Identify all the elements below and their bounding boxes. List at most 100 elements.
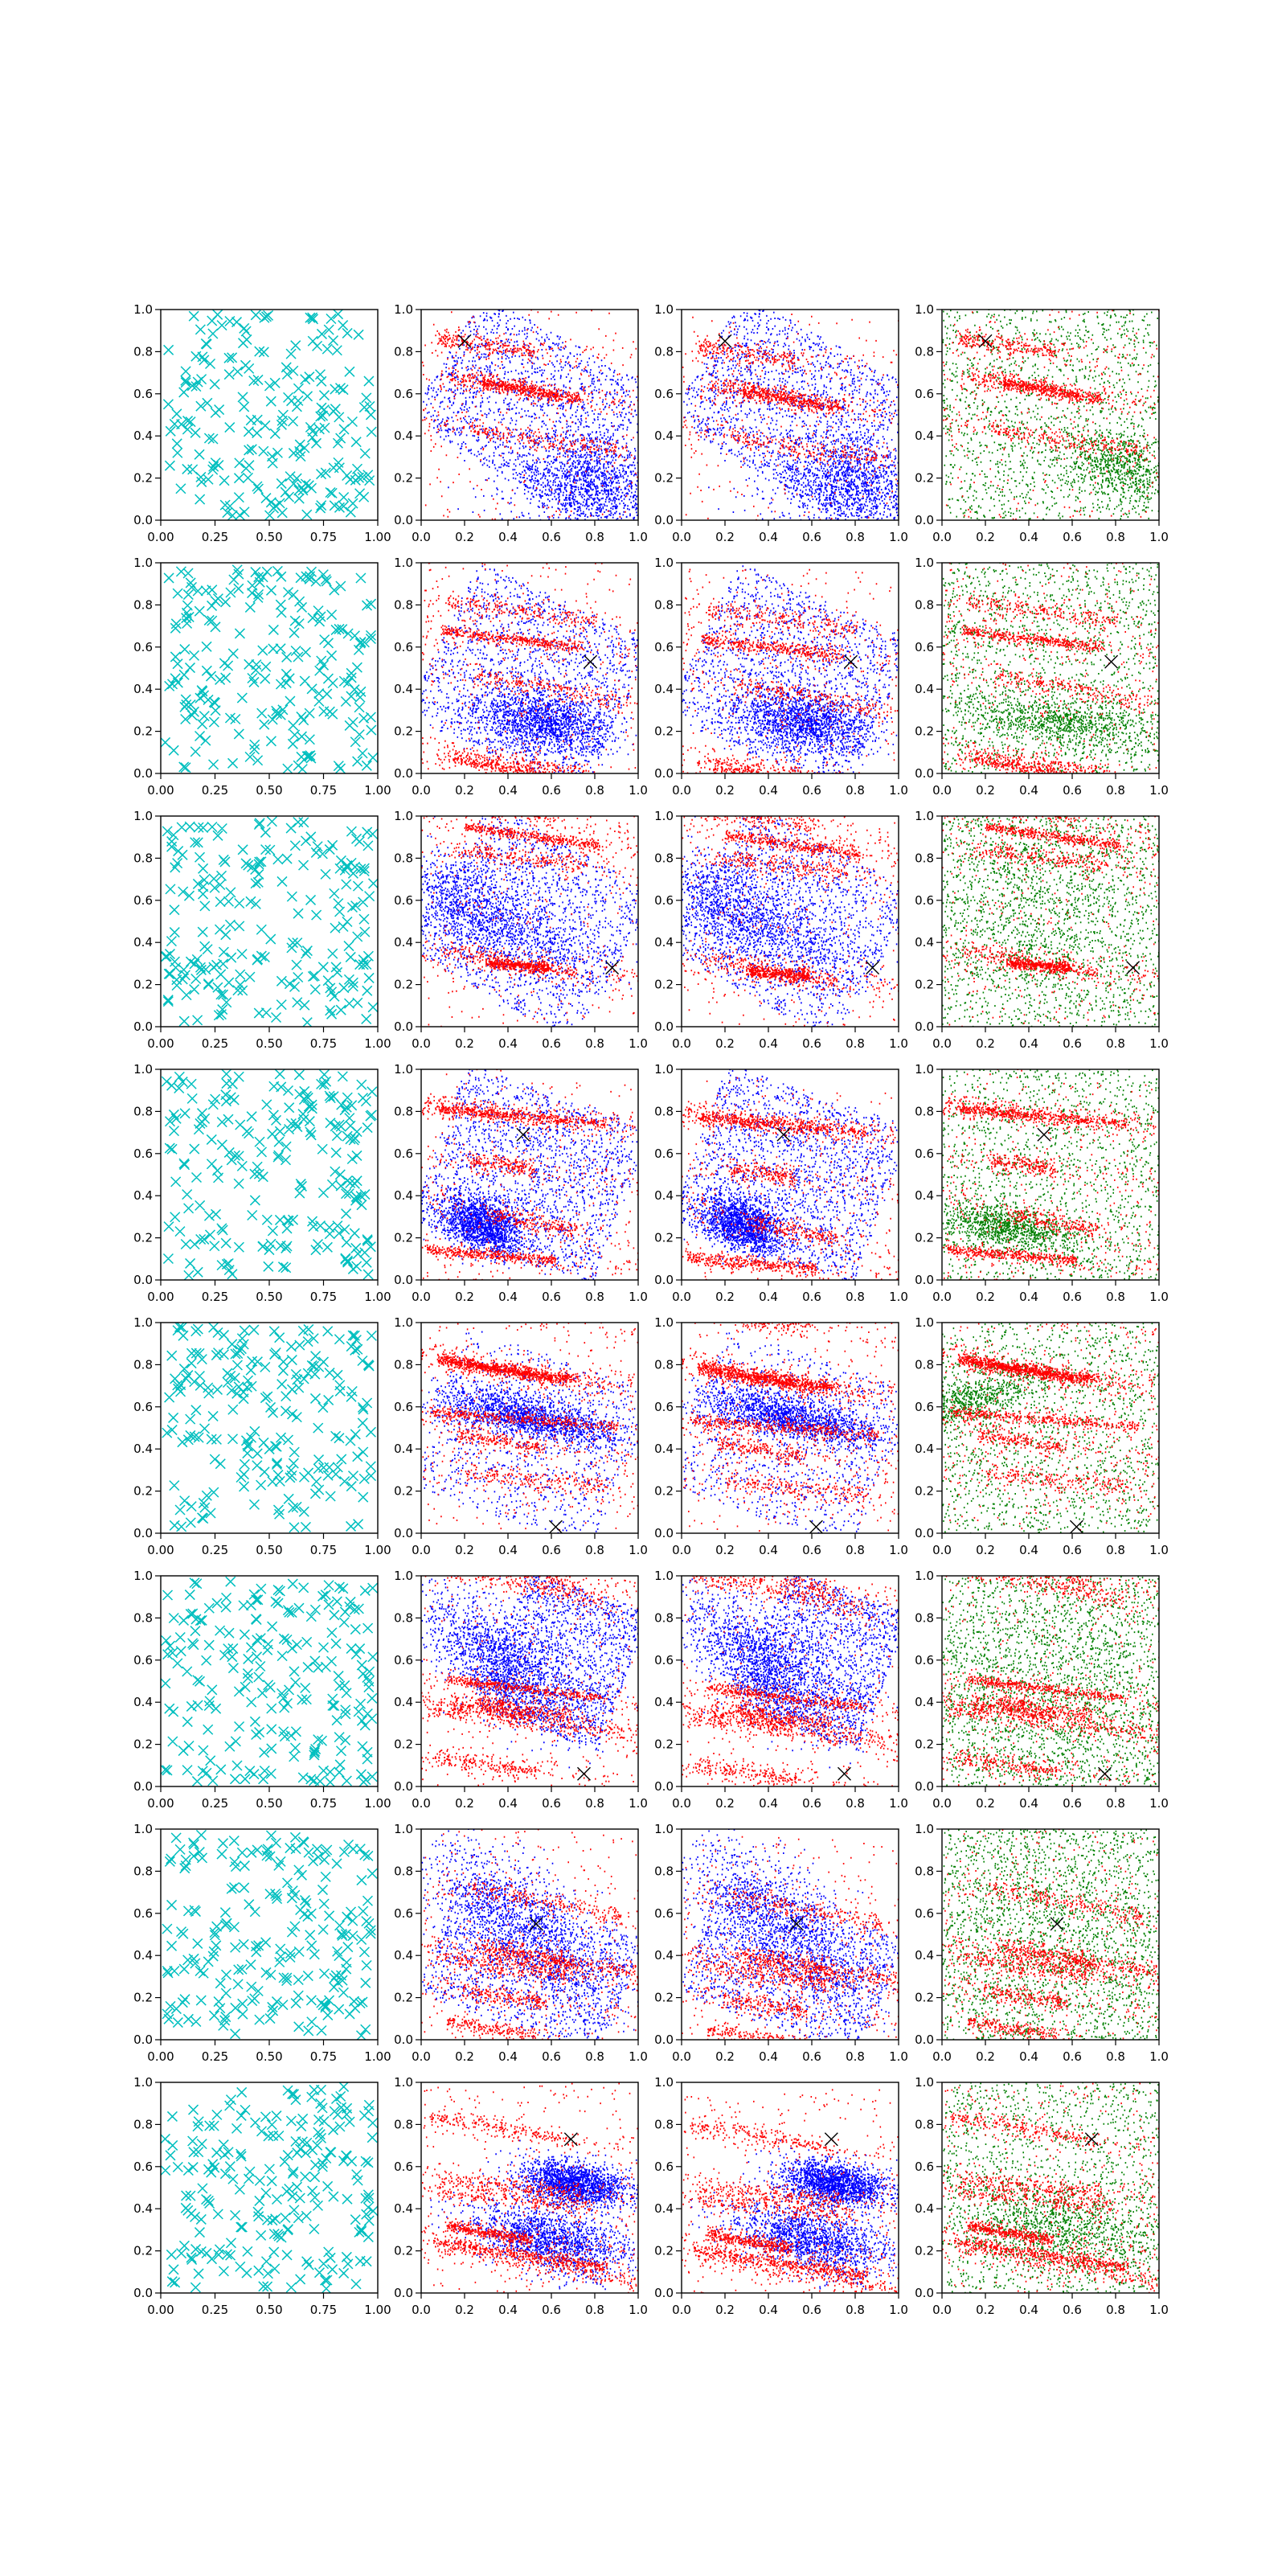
y-tick-label: 0.0 <box>915 1019 934 1034</box>
panel-r5-c4: 0.0 0.2 0.4 0.6 0.8 1.00.00.20.40.60.81.0 <box>915 1315 1169 1557</box>
panel-r6-c2: 0.0 0.2 0.4 0.6 0.8 1.00.00.20.40.60.81.0 <box>394 1569 648 1811</box>
y-tick-label: 0.0 <box>654 1526 674 1540</box>
y-tick-label: 1.0 <box>654 1569 674 1583</box>
x-tick-label: 0.8 <box>846 1543 865 1557</box>
y-tick-label: 0.2 <box>915 1737 934 1752</box>
y-tick-label: 0.2 <box>133 724 153 739</box>
plot-area <box>682 566 899 773</box>
x-tick-label: 1.0 <box>629 530 648 544</box>
x-tick-label: 0.2 <box>455 530 474 544</box>
cyan-x-marker-set <box>161 565 378 774</box>
blue-point-cloud <box>682 816 899 1026</box>
x-tick-label: 0.50 <box>256 783 282 798</box>
x-tick-label: 0.8 <box>1106 530 1125 544</box>
x-tick-label: 0.4 <box>759 1796 778 1811</box>
y-tick-label: 1.0 <box>394 302 413 317</box>
y-tick-label: 0.6 <box>133 1653 153 1667</box>
x-tick-label: 0.6 <box>1063 1290 1082 1304</box>
y-tick-label: 0.8 <box>915 344 934 359</box>
panel-r7-c4: 0.0 0.2 0.4 0.6 0.8 1.00.00.20.40.60.81.0 <box>915 1822 1169 2064</box>
x-tick-label: 0.75 <box>310 530 337 544</box>
y-tick-label: 0.6 <box>915 893 934 908</box>
x-tick-label: 0.8 <box>846 2049 865 2064</box>
panel-r7-c3: 0.0 0.2 0.4 0.6 0.8 1.00.00.20.40.60.81.0 <box>654 1822 908 2064</box>
y-tick-label: 0.6 <box>915 640 934 654</box>
x-tick-label: 1.0 <box>1149 530 1169 544</box>
query-point-marker <box>517 1128 530 1141</box>
x-tick-label: 0.00 <box>147 1543 174 1557</box>
x-tick-label: 1.0 <box>629 1543 648 1557</box>
query-point-marker <box>1105 655 1118 668</box>
y-tick-label: 0.6 <box>915 2160 934 2174</box>
y-tick-label: 0.2 <box>915 1991 934 2005</box>
cyan-x-marker-set <box>160 2082 378 2293</box>
cyan-x-markers <box>162 1830 377 2040</box>
y-tick-label: 0.8 <box>394 1104 413 1118</box>
x-tick-label: 1.0 <box>629 783 648 798</box>
cyan-x-marker-set <box>162 1830 377 2040</box>
x-tick-label: 1.00 <box>364 2303 391 2317</box>
y-tick-label: 0.0 <box>654 1779 674 1794</box>
y-tick-label: 0.2 <box>133 2244 153 2258</box>
x-tick-label: 0.50 <box>256 1796 282 1811</box>
x-tick-label: 0.75 <box>310 2303 337 2317</box>
cyan-x-markers <box>161 565 378 774</box>
y-tick-label: 0.2 <box>133 1737 153 1752</box>
x-tick-label: 1.0 <box>629 1290 648 1304</box>
y-tick-label: 0.8 <box>394 597 413 612</box>
x-tick-label: 0.8 <box>585 530 604 544</box>
y-tick-label: 0.2 <box>654 1991 674 2005</box>
x-tick-label: 0.0 <box>932 1290 952 1304</box>
y-tick-label: 0.6 <box>133 1400 153 1414</box>
plot-area <box>161 1577 378 1786</box>
x-tick-label: 0.8 <box>1106 1543 1125 1557</box>
cyan-x-marker-set <box>162 1322 377 1532</box>
x-tick-label: 0.8 <box>846 1290 865 1304</box>
y-tick-label: 0.4 <box>915 429 934 443</box>
panel-r1-c3: 0.0 0.2 0.4 0.6 0.8 1.00.00.20.40.60.81.0 <box>654 302 908 544</box>
y-tick-label: 0.8 <box>654 1104 674 1118</box>
x-tick-label: 0.2 <box>976 2303 995 2317</box>
x-tick-label: 0.6 <box>1063 1036 1082 1051</box>
y-tick-label: 0.4 <box>133 1188 153 1203</box>
x-tick-label: 1.0 <box>1149 2049 1169 2064</box>
y-tick-label: 0.8 <box>654 344 674 359</box>
x-tick-label: 0.4 <box>759 783 778 798</box>
cyan-x-markers <box>162 1322 377 1532</box>
x-tick-label: 0.25 <box>202 1796 228 1811</box>
x-tick-label: 0.25 <box>202 530 228 544</box>
y-tick-label: 1.0 <box>654 302 674 317</box>
y-tick-label: 1.0 <box>133 1822 153 1836</box>
y-tick-label: 0.6 <box>654 893 674 908</box>
y-tick-label: 0.0 <box>394 1273 413 1287</box>
x-tick-label: 0.0 <box>412 1290 431 1304</box>
y-tick-label: 0.2 <box>394 1231 413 1245</box>
x-tick-label: 1.0 <box>889 530 908 544</box>
y-tick-label: 0.2 <box>133 471 153 486</box>
x-tick-label: 0.6 <box>802 1036 821 1051</box>
green-point-cloud <box>942 563 1160 773</box>
x-tick-label: 0.0 <box>672 1036 691 1051</box>
y-tick-label: 1.0 <box>394 1315 413 1330</box>
x-tick-label: 0.6 <box>542 2303 561 2317</box>
x-tick-label: 0.4 <box>498 1796 518 1811</box>
panel-r8-c2: 0.0 0.2 0.4 0.6 0.8 1.00.00.20.40.60.81.0 <box>394 2075 648 2317</box>
x-tick-label: 0.0 <box>672 530 691 544</box>
y-tick-label: 1.0 <box>394 556 413 570</box>
y-tick-label: 0.0 <box>133 766 153 781</box>
x-tick-label: 0.4 <box>1019 2303 1038 2317</box>
panel-r5-c3: 0.0 0.2 0.4 0.6 0.8 1.00.00.20.40.60.81.0 <box>654 1315 908 1557</box>
y-tick-label: 0.6 <box>654 1400 674 1414</box>
y-tick-label: 1.0 <box>654 1062 674 1077</box>
y-tick-label: 0.6 <box>915 387 934 401</box>
y-tick-label: 0.0 <box>915 766 934 781</box>
y-tick-label: 0.8 <box>133 1357 153 1372</box>
y-tick-label: 0.2 <box>654 1737 674 1752</box>
x-tick-label: 0.6 <box>802 530 821 544</box>
y-tick-label: 0.8 <box>654 1610 674 1625</box>
plot-area <box>421 563 639 773</box>
blue-point-cloud <box>422 1829 640 2039</box>
x-tick-label: 0.6 <box>1063 530 1082 544</box>
x-tick-label: 0.0 <box>932 1543 952 1557</box>
y-tick-label: 0.8 <box>133 1104 153 1118</box>
